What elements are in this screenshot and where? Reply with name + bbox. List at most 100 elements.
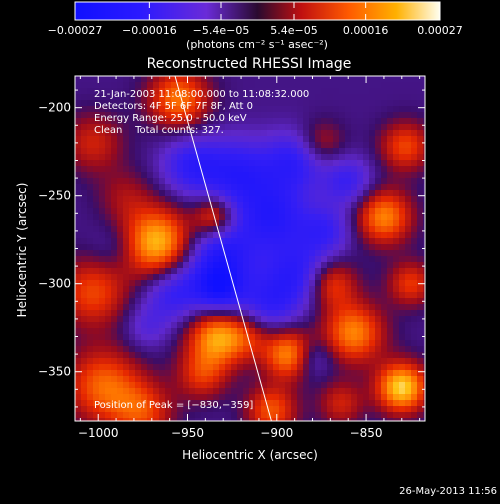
heatmap-cell (297, 232, 304, 239)
heatmap-cell (297, 298, 304, 305)
heatmap-cell (267, 94, 274, 101)
heatmap-cell (309, 292, 316, 299)
heatmap-cell (123, 136, 130, 143)
heatmap-cell (183, 100, 190, 107)
heatmap-cell (363, 238, 370, 245)
heatmap-cell (279, 286, 286, 293)
heatmap-cell (117, 346, 124, 353)
heatmap-cell (267, 214, 274, 221)
heatmap-cell (327, 334, 334, 341)
heatmap-cell (123, 76, 130, 83)
heatmap-cell (327, 94, 334, 101)
heatmap-cell (381, 214, 388, 221)
heatmap-cell (141, 214, 148, 221)
heatmap-cell (351, 238, 358, 245)
heatmap-cell (321, 400, 328, 407)
heatmap-cell (387, 190, 394, 197)
heatmap-cell (177, 118, 184, 125)
heatmap-cell (87, 304, 94, 311)
heatmap-cell (147, 184, 154, 191)
heatmap-cell (375, 412, 382, 419)
heatmap-cell (423, 322, 425, 329)
heatmap-cell (267, 100, 274, 107)
heatmap-cell (195, 226, 202, 233)
heatmap-cell (309, 352, 316, 359)
heatmap-cell (393, 118, 400, 125)
heatmap-cell (393, 238, 400, 245)
heatmap-cell (285, 166, 292, 173)
heatmap-cell (303, 88, 310, 95)
heatmap-cell (207, 364, 214, 371)
heatmap-cell (369, 232, 376, 239)
heatmap-cell (375, 268, 382, 275)
heatmap-cell (117, 124, 124, 131)
heatmap-cell (363, 310, 370, 317)
heatmap-cell (405, 154, 412, 161)
heatmap-cell (273, 166, 280, 173)
heatmap-cell (189, 76, 196, 83)
heatmap-cell (279, 334, 286, 341)
heatmap-cell (339, 394, 346, 401)
heatmap-cell (81, 142, 88, 149)
heatmap-cell (273, 82, 280, 89)
heatmap-cell (333, 388, 340, 395)
heatmap-cell (135, 154, 142, 161)
heatmap-cell (285, 208, 292, 215)
heatmap-cell (189, 88, 196, 95)
heatmap-cell (279, 82, 286, 89)
heatmap-cell (177, 214, 184, 221)
heatmap-cell (183, 238, 190, 245)
heatmap-cell (105, 76, 112, 83)
heatmap-cell (183, 106, 190, 113)
heatmap-cell (357, 376, 364, 383)
heatmap-cell (189, 406, 196, 413)
heatmap-cell (369, 148, 376, 155)
heatmap-cell (177, 154, 184, 161)
heatmap-cell (405, 250, 412, 257)
heatmap-cell (363, 112, 370, 119)
heatmap-cell (159, 268, 166, 275)
heatmap-cell (333, 214, 340, 221)
heatmap-cell (105, 82, 112, 89)
heatmap-cell (321, 376, 328, 383)
heatmap-cell (369, 400, 376, 407)
heatmap-cell (117, 88, 124, 95)
heatmap-cell (417, 316, 424, 323)
heatmap-cell (135, 358, 142, 365)
heatmap-cell (321, 412, 328, 419)
heatmap-cell (147, 388, 154, 395)
heatmap-cell (171, 334, 178, 341)
heatmap-cell (129, 88, 136, 95)
heatmap-cell (105, 412, 112, 419)
heatmap-cell (147, 244, 154, 251)
heatmap-cell (285, 262, 292, 269)
heatmap-cell (261, 274, 268, 281)
heatmap-cell (159, 370, 166, 377)
heatmap-cell (405, 340, 412, 347)
heatmap-cell (243, 124, 250, 131)
heatmap-cell (231, 154, 238, 161)
heatmap-cell (207, 322, 214, 329)
heatmap-cell (315, 184, 322, 191)
heatmap-cell (105, 118, 112, 125)
heatmap-cell (87, 256, 94, 263)
heatmap-cell (255, 328, 262, 335)
heatmap-cell (201, 418, 208, 421)
heatmap-cell (81, 244, 88, 251)
heatmap-cell (297, 334, 304, 341)
heatmap-cell (159, 148, 166, 155)
heatmap-cell (87, 166, 94, 173)
heatmap-cell (273, 238, 280, 245)
heatmap-cell (399, 286, 406, 293)
heatmap-cell (147, 238, 154, 245)
heatmap-cell (285, 232, 292, 239)
heatmap-cell (159, 328, 166, 335)
heatmap-cell (135, 238, 142, 245)
heatmap-cell (387, 118, 394, 125)
heatmap-cell (135, 370, 142, 377)
heatmap-cell (123, 190, 130, 197)
heatmap-cell (195, 328, 202, 335)
heatmap-cell (213, 244, 220, 251)
heatmap-cell (333, 274, 340, 281)
heatmap-cell (207, 106, 214, 113)
